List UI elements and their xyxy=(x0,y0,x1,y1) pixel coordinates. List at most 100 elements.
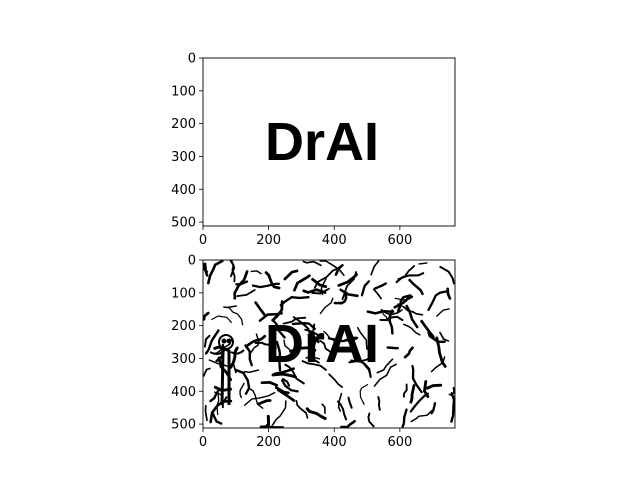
noise-stroke xyxy=(409,392,429,413)
noise-stroke xyxy=(337,392,343,412)
noise-stroke xyxy=(393,295,414,309)
noise-stroke xyxy=(359,384,369,405)
noise-stroke xyxy=(227,306,244,326)
noise-stroke xyxy=(327,336,359,343)
noise-stroke xyxy=(202,311,210,321)
y-tick-label: 300 xyxy=(171,352,196,367)
noise-stroke xyxy=(277,388,296,402)
noise-stroke xyxy=(410,409,434,423)
noise-stroke xyxy=(409,384,416,404)
noise-stroke xyxy=(367,412,375,428)
noise-stroke xyxy=(435,336,447,368)
stick-figure xyxy=(209,334,245,406)
noise-stroke xyxy=(341,271,358,301)
y-tick-label: 0 xyxy=(188,254,196,269)
noise-stroke xyxy=(301,360,327,371)
noise-stroke xyxy=(319,339,336,358)
noise-stroke xyxy=(234,368,251,395)
y-tick-label: 100 xyxy=(171,84,196,99)
noise-stroke xyxy=(420,319,435,339)
noise-stroke xyxy=(235,280,249,286)
noise-stroke xyxy=(302,260,322,267)
noise-stroke xyxy=(293,274,311,292)
y-tick-label: 500 xyxy=(171,418,196,433)
x-tick-label: 200 xyxy=(256,435,281,450)
noise-stroke xyxy=(418,262,428,265)
noise-stroke xyxy=(244,334,267,348)
noise-stroke xyxy=(328,373,344,388)
y-tick-label: 400 xyxy=(171,385,196,400)
noise-stroke xyxy=(377,396,381,411)
noise-stroke xyxy=(319,297,334,315)
noise-stroke xyxy=(304,328,320,337)
x-tick-label: 600 xyxy=(387,435,412,450)
noise-stroke xyxy=(401,408,408,428)
noise-stroke xyxy=(209,399,233,424)
y-tick-label: 200 xyxy=(171,319,196,334)
noise-stroke xyxy=(402,383,408,398)
noise-stroke xyxy=(289,346,317,353)
axes-frame xyxy=(202,57,456,227)
noise-stroke xyxy=(350,354,373,363)
y-tick-label: 100 xyxy=(171,286,196,301)
noise-stroke xyxy=(216,391,220,416)
noise-stroke xyxy=(411,364,423,394)
noise-stroke xyxy=(397,265,416,280)
noise-stroke xyxy=(291,322,316,331)
noise-stroke xyxy=(448,393,455,410)
noise-stroke xyxy=(425,383,443,390)
noise-stroke xyxy=(403,346,414,359)
noise-stroke xyxy=(360,280,371,297)
noise-stroke xyxy=(380,309,403,316)
noise-stroke xyxy=(257,399,272,406)
noise-stroke xyxy=(281,378,291,387)
noise-stroke xyxy=(244,344,253,367)
noise-stroke xyxy=(405,304,419,329)
noise-stroke xyxy=(366,309,395,315)
noise-stroke xyxy=(376,358,394,374)
noise-stroke xyxy=(430,356,446,373)
x-tick-label: 400 xyxy=(322,233,347,248)
noise-stroke xyxy=(209,387,221,403)
stick-figure-head xyxy=(218,334,234,350)
image-text: DrAI xyxy=(265,112,379,172)
noise-stroke xyxy=(254,341,277,349)
noise-stroke xyxy=(386,346,399,350)
noise-stroke xyxy=(340,420,356,429)
noise-stroke xyxy=(427,290,449,312)
noise-stroke xyxy=(239,382,245,399)
x-tick-label: 200 xyxy=(256,233,281,248)
noise-stroke xyxy=(370,260,380,276)
noise-stroke xyxy=(244,391,276,406)
stick-figure-eye xyxy=(226,338,232,344)
noise-stroke xyxy=(321,403,326,414)
noise-stroke xyxy=(271,300,284,322)
noise-stroke xyxy=(319,260,345,276)
noise-stroke xyxy=(302,288,327,294)
noise-stroke xyxy=(305,407,327,420)
noise-stroke xyxy=(439,331,450,342)
y-tick-label: 400 xyxy=(171,183,196,198)
noise-stroke xyxy=(282,316,307,325)
noise-stroke xyxy=(203,262,209,277)
noise-stroke xyxy=(347,396,353,409)
noise-stroke xyxy=(373,363,397,387)
noise-stroke xyxy=(403,323,421,336)
noise-stroke xyxy=(408,278,424,296)
noise-stroke xyxy=(229,346,239,369)
axes-frame xyxy=(202,259,456,429)
x-tick-label: 600 xyxy=(387,233,412,248)
y-tick-label: 300 xyxy=(171,150,196,165)
x-tick-label: 0 xyxy=(199,435,207,450)
noise-stroke xyxy=(250,270,262,275)
y-tick-label: 200 xyxy=(171,117,196,132)
noise-stroke xyxy=(271,318,286,339)
x-tick-label: 0 xyxy=(199,233,207,248)
x-tick-label: 400 xyxy=(322,435,347,450)
noise-stroke xyxy=(402,305,424,316)
noise-stroke xyxy=(211,315,232,324)
noise-stroke xyxy=(275,340,282,372)
noise-stroke xyxy=(273,367,295,376)
noise-stroke xyxy=(396,294,412,313)
